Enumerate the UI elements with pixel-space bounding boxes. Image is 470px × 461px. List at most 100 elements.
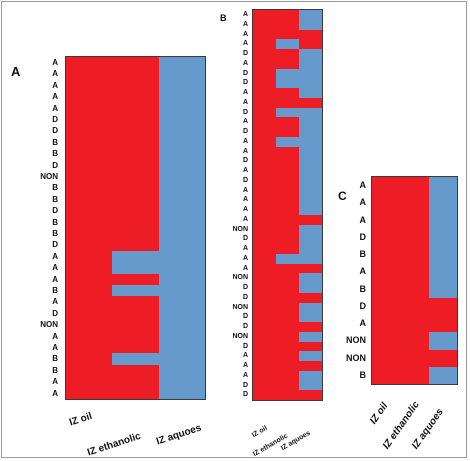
heatmap-cell	[158, 148, 205, 161]
heatmap-cell	[253, 58, 277, 70]
heatmap-cell	[253, 224, 277, 235]
heatmap-cell	[428, 194, 457, 213]
heatmap-cell	[253, 175, 277, 187]
row-label: D	[242, 313, 248, 321]
heatmap-cell	[372, 315, 401, 333]
heatmap-cell	[299, 195, 322, 206]
heatmap-cell	[276, 156, 300, 167]
row-label: NON	[40, 320, 58, 330]
heatmap-cell	[158, 228, 205, 240]
heatmap-cell	[299, 49, 322, 60]
row-label: D	[52, 160, 58, 170]
row-label: A	[242, 264, 248, 272]
row-label: D	[242, 284, 248, 291]
heatmap-cell	[66, 342, 113, 354]
heatmap-cell	[112, 193, 160, 206]
row-label: D	[359, 231, 367, 242]
heatmap-cell	[299, 292, 322, 304]
heatmap-cell	[276, 146, 300, 157]
heatmap-cell	[299, 312, 322, 323]
heatmap-cell	[66, 68, 113, 81]
heatmap-cell	[158, 79, 205, 92]
heatmap-cell	[299, 39, 322, 50]
heatmap-cell	[66, 262, 113, 275]
heatmap-cell	[112, 364, 160, 377]
row-label: A	[242, 118, 248, 126]
heatmap-cell	[253, 380, 277, 391]
heatmap-cell	[253, 156, 277, 167]
row-label: A	[242, 11, 248, 18]
heatmap-cell	[276, 283, 300, 294]
heatmap-cell	[112, 216, 160, 229]
heatmap-cell	[66, 285, 113, 297]
heatmap-cell	[253, 302, 277, 313]
heatmap-cell	[253, 88, 277, 99]
heatmap-cell	[276, 68, 300, 79]
row-label: A	[359, 180, 367, 190]
heatmap-cell	[158, 353, 205, 366]
heatmap-cell	[253, 263, 277, 274]
heatmap-cell	[299, 253, 322, 265]
heatmap-cell	[276, 29, 300, 40]
heatmap-cell	[112, 114, 160, 126]
heatmap-cell	[276, 244, 300, 255]
heatmap-cell	[158, 205, 205, 218]
heatmap-cell	[299, 107, 322, 118]
heatmap-cell	[253, 136, 277, 148]
heatmap-cell	[400, 332, 430, 351]
row-label: A	[52, 58, 58, 67]
heatmap-cell	[112, 148, 160, 161]
heatmap-cell	[299, 302, 322, 313]
heatmap-cell	[66, 364, 113, 377]
heatmap-cell	[299, 156, 322, 167]
row-label: NON	[346, 352, 366, 363]
heatmap-cell	[158, 296, 205, 309]
heatmap-cell	[66, 273, 113, 286]
row-label: A	[242, 352, 248, 360]
heatmap-cell	[253, 312, 277, 323]
row-label: A	[242, 40, 248, 48]
row-label: B	[52, 137, 58, 147]
row-label: D	[242, 323, 248, 330]
row-label: D	[242, 235, 248, 243]
heatmap-cell	[276, 224, 300, 235]
row-label: A	[52, 274, 58, 284]
row-label: A	[52, 343, 58, 352]
heatmap-cell	[400, 177, 430, 195]
row-label: A	[52, 103, 58, 113]
heatmap-cell	[372, 297, 401, 316]
heatmap-cell	[276, 273, 300, 284]
heatmap-cell	[158, 307, 205, 320]
heatmap-cell	[428, 246, 457, 264]
row-label: A	[52, 251, 58, 261]
heatmap-cell	[299, 117, 322, 128]
row-label: A	[242, 98, 248, 106]
heatmap-cell	[400, 246, 430, 264]
heatmap-cell	[299, 127, 322, 138]
heatmap-cell	[276, 175, 300, 187]
heatmap-cell	[253, 29, 277, 40]
heatmap-cell	[276, 107, 300, 118]
row-label: A	[359, 197, 367, 208]
heatmap-cell	[66, 216, 113, 229]
heatmap-cell	[253, 68, 277, 79]
heatmap-cell	[253, 107, 277, 118]
row-label: A	[242, 137, 248, 145]
heatmap-cell	[158, 376, 205, 389]
heatmap-cell	[276, 341, 300, 352]
row-label: B	[52, 365, 58, 375]
heatmap-cell	[299, 29, 322, 40]
heatmap-cell	[299, 263, 322, 274]
row-label: B	[52, 149, 58, 159]
row-label: NON	[232, 225, 248, 233]
heatmap-cell	[112, 91, 160, 104]
heatmap-cell	[112, 376, 160, 389]
row-label: D	[52, 240, 58, 250]
heatmap-cell	[428, 315, 457, 333]
heatmap-cell	[276, 185, 300, 196]
heatmap-grid	[65, 56, 206, 400]
row-label: A	[242, 254, 248, 262]
heatmap-cell	[253, 127, 277, 138]
heatmap-cell	[66, 159, 113, 172]
heatmap-cell	[253, 390, 277, 400]
